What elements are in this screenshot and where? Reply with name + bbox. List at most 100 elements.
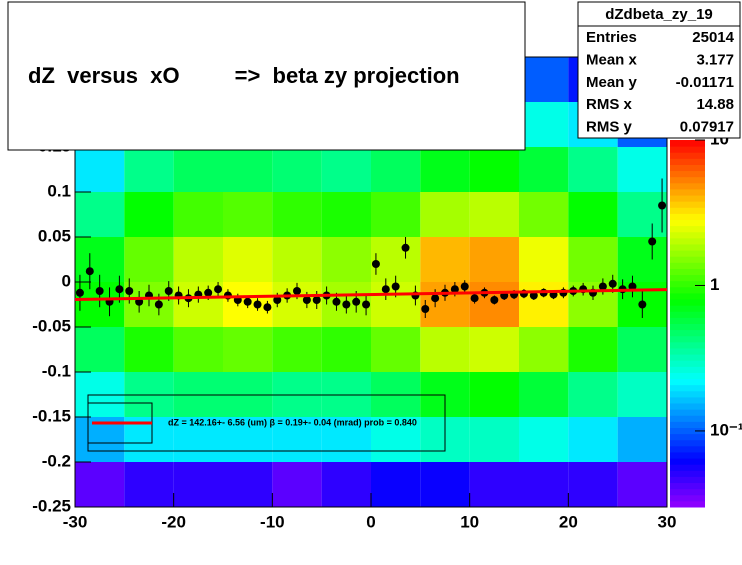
heatmap-cell (469, 327, 519, 372)
colorbar-step (670, 250, 705, 257)
colorbar-step (670, 323, 705, 331)
y-tick-label: -0.05 (32, 316, 71, 335)
heatmap-cell (371, 192, 421, 237)
profile-point (273, 296, 282, 304)
heatmap-cell (75, 147, 125, 192)
y-tick-label: 0.1 (47, 181, 71, 200)
profile-point (450, 285, 459, 294)
heatmap-cell (519, 102, 569, 147)
profile-point (598, 282, 607, 291)
heatmap-cell (371, 327, 421, 372)
profile-point (125, 287, 134, 295)
profile-point (648, 237, 657, 246)
profile-point (164, 287, 173, 295)
heatmap-cell (519, 372, 569, 417)
colorbar-step (670, 317, 705, 324)
colorbar-step (670, 195, 705, 202)
heatmap-cell (223, 462, 273, 507)
colorbar-step (670, 347, 705, 355)
colorbar-step (670, 286, 705, 294)
heatmap-cell (223, 192, 273, 237)
heatmap-cell (568, 327, 618, 372)
stats-label: Mean x (586, 51, 638, 68)
heatmap-cell (173, 327, 223, 372)
profile-point (608, 279, 617, 288)
title-box: dZ versus xO => beta zy projection (7, 1, 526, 151)
heatmap-cell (420, 192, 470, 237)
heatmap-cell (75, 327, 125, 372)
fit-legend: dZ = 142.16+- 6.56 (um) β = 0.19+- 0.04 … (87, 394, 446, 452)
colorbar-step (670, 360, 705, 367)
stats-value: 0.07917 (680, 119, 734, 136)
heatmap-cell (223, 417, 273, 462)
heatmap-cell (469, 237, 519, 282)
colorbar-step (670, 378, 705, 386)
colorbar-step (670, 231, 705, 239)
colorbar-step (670, 494, 705, 502)
heatmap-cell (124, 237, 174, 282)
y-tick-label: -0.2 (42, 451, 71, 470)
colorbar-step (670, 256, 705, 263)
profile-point (381, 285, 390, 294)
heatmap-cell (321, 462, 371, 507)
heatmap-cell (469, 192, 519, 237)
y-tick-label: 0.05 (38, 226, 71, 245)
heatmap-cell (223, 147, 273, 192)
heatmap-cell (371, 417, 421, 462)
heatmap-cell (568, 372, 618, 417)
colorbar-step (670, 164, 705, 172)
profile-point (342, 300, 351, 309)
heatmap-cell (568, 192, 618, 237)
heatmap-cell (173, 462, 223, 507)
heatmap-cell (272, 462, 322, 507)
profile-point (352, 297, 361, 306)
profile-point (214, 285, 223, 294)
plot-area: -30 -20 -10 0 10 20 30-0.25-0.2-0.15-0.1-0.050… (32, 56, 742, 531)
heatmap-cell (272, 327, 322, 372)
heatmap-cell (617, 462, 667, 507)
heatmap-cell (371, 237, 421, 282)
heatmap-cell (173, 417, 223, 462)
heatmap-cell (371, 462, 421, 507)
heatmap-cell (321, 192, 371, 237)
stats-value: 25014 (692, 29, 734, 46)
colorbar-step (670, 176, 705, 184)
stats-label: RMS x (586, 96, 633, 113)
heatmap-cell (469, 372, 519, 417)
heatmap-cell (519, 57, 569, 102)
x-tick-label: 0 (366, 512, 375, 531)
heatmap-cell (617, 417, 667, 462)
colorbar-step (670, 354, 705, 361)
profile-point (243, 297, 252, 306)
colorbar-step (670, 482, 705, 490)
colorbar-step (670, 470, 705, 477)
heatmap-cell (568, 147, 618, 192)
colorbar-step (670, 464, 705, 471)
profile-point (253, 300, 262, 309)
profile-point (115, 285, 124, 294)
profile-point (391, 282, 400, 291)
profile-point (362, 300, 371, 309)
profile-point (371, 260, 380, 268)
profile-point (431, 294, 440, 303)
heatmap-cell (75, 462, 125, 507)
profile-point (658, 201, 667, 210)
heatmap-cell (469, 147, 519, 192)
y-tick-label: -0.15 (32, 406, 71, 425)
colorbar-step (670, 225, 705, 233)
heatmap-cell (124, 327, 174, 372)
stats-value: 3.177 (696, 51, 734, 68)
x-tick-label: -30 (63, 512, 88, 531)
y-tick-label: -0.1 (42, 361, 71, 380)
heatmap-cell (469, 417, 519, 462)
title-frame (7, 1, 526, 151)
colorbar-step (670, 366, 705, 373)
colorbar-step (670, 451, 705, 459)
heatmap-cell (321, 147, 371, 192)
stats-value: -0.01171 (676, 74, 734, 91)
colorbar-step (670, 372, 705, 380)
heatmap-cell (617, 237, 667, 282)
heatmap-cell (75, 192, 125, 237)
heatmap-cell (617, 147, 667, 192)
profile-point (95, 287, 104, 295)
